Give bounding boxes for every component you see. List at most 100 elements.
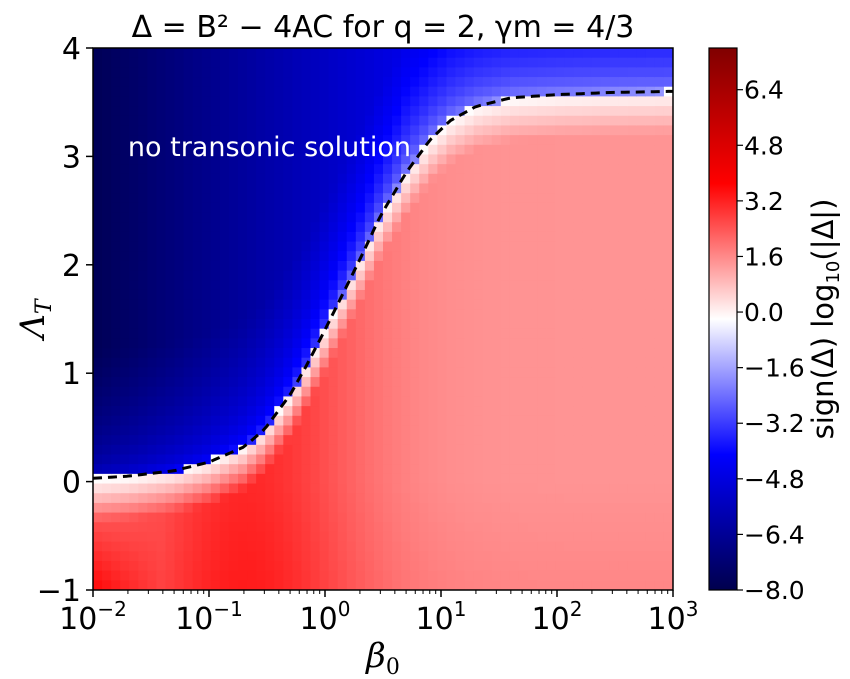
heatmap-cell — [383, 241, 393, 252]
heatmap-cell — [428, 77, 438, 88]
heatmap-cell — [573, 541, 583, 552]
heatmap-cell — [392, 231, 402, 243]
heatmap-cell — [491, 280, 502, 291]
heatmap-cell — [401, 483, 411, 494]
heatmap-cell — [410, 154, 420, 165]
heatmap-cell — [500, 570, 511, 581]
heatmap-cell — [373, 48, 384, 59]
heatmap-cell — [555, 212, 565, 223]
heatmap-cell — [301, 473, 312, 485]
heatmap-cell — [392, 289, 402, 301]
heatmap-cell — [274, 483, 284, 494]
heatmap-cell — [328, 502, 339, 514]
heatmap-cell — [491, 193, 502, 204]
heatmap-cell — [373, 106, 384, 117]
heatmap-cell — [464, 154, 475, 165]
heatmap-cell — [437, 222, 448, 233]
heatmap-cell — [410, 570, 420, 581]
heatmap-cell — [546, 415, 556, 427]
heatmap-cell — [228, 435, 239, 446]
heatmap-cell — [310, 57, 321, 68]
heatmap-cell — [364, 309, 375, 320]
heatmap-cell — [183, 377, 194, 388]
heatmap-cell — [337, 202, 348, 214]
heatmap-cell — [392, 280, 402, 291]
heatmap-cell — [219, 348, 230, 359]
heatmap-cell — [546, 77, 556, 88]
heatmap-cell — [138, 183, 148, 194]
heatmap-cell — [618, 551, 629, 562]
heatmap-cell — [663, 106, 673, 117]
heatmap-cell — [219, 222, 230, 233]
heatmap-cell — [111, 270, 121, 281]
heatmap-cell — [210, 502, 221, 514]
heatmap-cell — [210, 48, 221, 59]
heatmap-cell — [310, 86, 321, 97]
heatmap-cell — [401, 260, 411, 272]
heatmap-cell — [419, 531, 429, 543]
heatmap-cell — [328, 348, 339, 359]
heatmap-cell — [392, 270, 402, 281]
heatmap-cell — [582, 531, 593, 543]
heatmap-cell — [582, 386, 593, 398]
heatmap-cell — [663, 154, 673, 165]
heatmap-cell — [555, 435, 565, 446]
heatmap-cell — [482, 135, 493, 146]
heatmap-cell — [518, 396, 529, 407]
heatmap-cell — [392, 328, 402, 339]
heatmap-cell — [265, 77, 275, 88]
heatmap-cell — [546, 396, 556, 407]
heatmap-cell — [609, 377, 620, 388]
heatmap-cell — [337, 77, 348, 88]
heatmap-cell — [591, 164, 602, 175]
heatmap-cell — [591, 48, 602, 59]
heatmap-cell — [247, 86, 257, 97]
heatmap-cell — [337, 280, 348, 291]
heatmap-cell — [482, 144, 493, 156]
heatmap-cell — [355, 328, 366, 339]
heatmap-cell — [373, 570, 384, 581]
heatmap-cell — [228, 212, 239, 223]
heatmap-cell — [464, 522, 475, 533]
heatmap-cell — [283, 144, 293, 156]
heatmap-cell — [147, 386, 158, 398]
heatmap-cell — [654, 173, 665, 185]
heatmap-cell — [455, 377, 466, 388]
heatmap-cell — [219, 173, 230, 185]
heatmap-cell — [383, 415, 393, 427]
heatmap-cell — [120, 222, 130, 233]
heatmap-cell — [654, 570, 665, 581]
heatmap-cell — [455, 241, 466, 252]
heatmap-cell — [537, 415, 547, 427]
heatmap-cell — [120, 164, 130, 175]
boundary-curve — [93, 89, 673, 480]
heatmap-cell — [156, 202, 167, 214]
heatmap-cell — [591, 144, 602, 156]
heatmap-cell — [482, 454, 493, 465]
heatmap-cell — [582, 48, 593, 59]
heatmap-cell — [219, 96, 230, 107]
heatmap-cell — [645, 106, 656, 117]
heatmap-cell — [401, 106, 411, 117]
heatmap-cell — [310, 464, 321, 475]
heatmap-cell — [219, 251, 230, 262]
heatmap-cell — [310, 212, 321, 223]
heatmap-cell — [464, 396, 475, 407]
heatmap-cell — [219, 522, 230, 533]
heatmap-cell — [364, 473, 375, 485]
heatmap-cell — [156, 464, 167, 475]
heatmap-cell — [138, 77, 148, 88]
heatmap-cell — [482, 512, 493, 523]
heatmap-cell — [292, 86, 303, 97]
heatmap-cell — [555, 154, 565, 165]
heatmap-cell — [256, 115, 266, 127]
heatmap-cell — [383, 67, 393, 78]
heatmap-cell — [654, 164, 665, 175]
heatmap-cell — [228, 309, 239, 320]
heatmap-cell — [373, 560, 384, 572]
heatmap-cell — [446, 231, 457, 243]
heatmap-cell — [636, 125, 647, 136]
heatmap-cell — [482, 483, 493, 494]
heatmap-cell — [292, 328, 303, 339]
